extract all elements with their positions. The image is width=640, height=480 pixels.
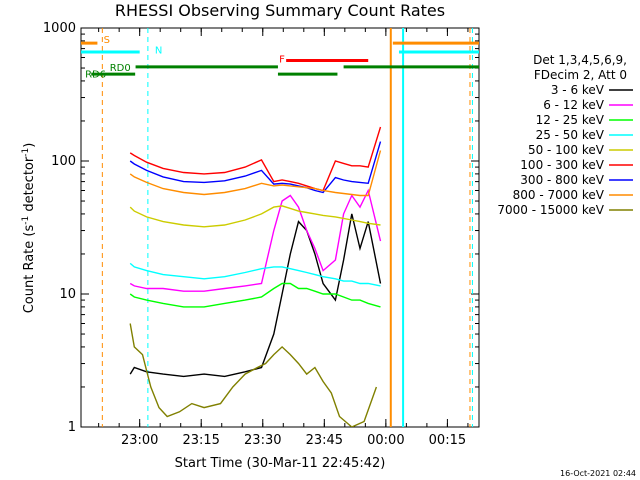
state-label: RD0 [110, 63, 131, 74]
legend-label: 300 - 800 keV [520, 173, 604, 187]
legend-label: 6 - 12 keV [543, 98, 605, 112]
x-tick-label: 23:00 [121, 433, 158, 448]
chart-title: RHESSI Observing Summary Count Rates [115, 1, 445, 20]
legend-label: 800 - 7000 keV [513, 188, 605, 202]
series-lines [129, 126, 382, 427]
y-axis-label-part: ) [22, 143, 37, 148]
date-stamp: 16-Oct-2021 02:44 [560, 469, 636, 478]
x-tick-label: 23:15 [182, 433, 219, 448]
series-line [129, 126, 382, 192]
legend-label: 3 - 6 keV [551, 83, 605, 97]
y-tick-label: 10 [59, 287, 76, 302]
state-label: S [104, 35, 110, 46]
y-axis-label-exponent: -1 [21, 148, 31, 157]
series-line [129, 205, 381, 228]
series-line [129, 262, 381, 287]
series-line [129, 323, 378, 427]
legend-header-line: FDecim 2, Att 0 [534, 68, 627, 82]
legend-label: 25 - 50 keV [536, 128, 605, 142]
legend-label: 100 - 300 keV [520, 158, 604, 172]
x-tick-label: 00:00 [367, 433, 404, 448]
y-axis-label-exponent: -1 [21, 216, 31, 225]
series-line [129, 282, 381, 308]
x-tick-label: 23:30 [244, 433, 281, 448]
x-axis-label: Start Time (30-Mar-11 22:45:42) [175, 456, 386, 471]
plot-frame [80, 27, 480, 428]
legend-label: 7000 - 15000 keV [497, 203, 604, 217]
legend-label: 50 - 100 keV [528, 143, 605, 157]
state-bars [81, 41, 479, 76]
state-labels: S N F RD0 RD6 [85, 35, 285, 81]
legend-header-line: Det 1,3,4,5,6,9, [533, 53, 627, 67]
series-line [129, 213, 382, 378]
y-tick-label: 1 [68, 420, 76, 435]
state-label: RD6 [85, 69, 106, 80]
y-axis-label-part: detector [22, 156, 37, 216]
x-axis: 23:00 23:15 23:30 23:45 00:00 00:15 [98, 28, 469, 448]
y-axis-label-part: Count Rate (s [22, 225, 37, 314]
series-line [129, 141, 382, 194]
state-label: F [279, 54, 285, 65]
state-label: N [155, 45, 162, 56]
y-tick-label: 100 [51, 154, 76, 169]
legend: Det 1,3,4,5,6,9, FDecim 2, Att 0 3 - 6 k… [497, 53, 633, 217]
series-line [129, 188, 382, 292]
y-axis: 1 10 100 1000 [43, 21, 479, 435]
legend-label: 12 - 25 keV [536, 113, 605, 127]
series-line [129, 150, 382, 197]
x-tick-label: 00:15 [429, 433, 466, 448]
x-tick-label: 23:45 [306, 433, 343, 448]
y-axis-label: Count Rate (s-1 detector-1) [21, 143, 37, 314]
y-tick-label: 1000 [43, 21, 76, 36]
event-lines [101, 28, 473, 427]
